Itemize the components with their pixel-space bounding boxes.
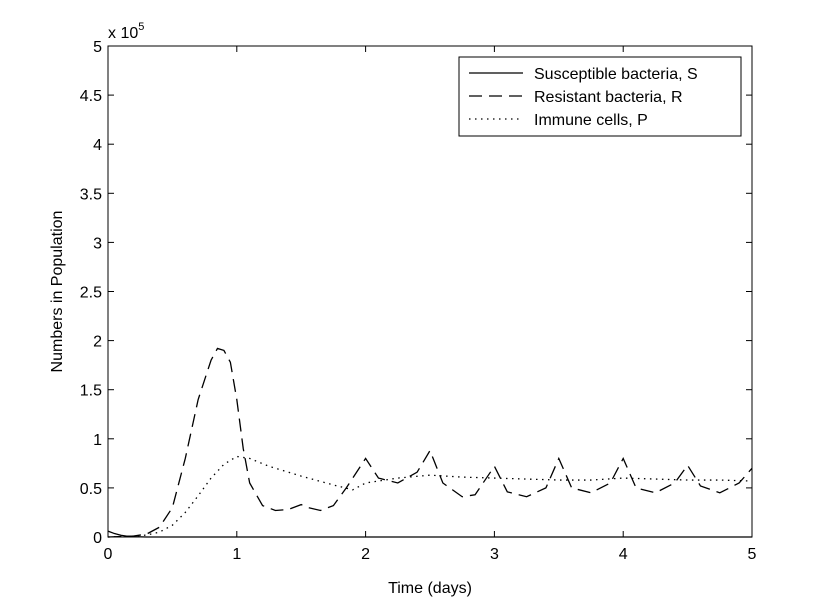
legend-box: [458, 56, 742, 137]
x-tick-label: 1: [232, 546, 241, 563]
x-tick-label: 5: [748, 546, 757, 563]
y-tick-label: 4.5: [80, 88, 102, 105]
legend-label-1: Resistant bacteria, R: [534, 89, 683, 106]
legend: Susceptible bacteria, S Resistant bacteri…: [458, 56, 742, 137]
exponent-base: x 10: [108, 25, 138, 42]
x-tick-label: 0: [104, 546, 113, 563]
x-tick-label: 3: [490, 546, 499, 563]
y-tick-label: 0: [93, 530, 102, 547]
legend-label-2: Immune cells, P: [534, 112, 648, 129]
y-tick-label: 2.5: [80, 285, 102, 302]
y-tick-label: 5: [93, 39, 102, 56]
y-tick-label: 1.5: [80, 383, 102, 400]
x-tick-label: 2: [361, 546, 370, 563]
x-axis-label: Time (days): [388, 580, 472, 597]
y-axis-ticks: 0 0.5 1 1.5 2 2.5 3 3.5 4 4.5 5: [80, 39, 752, 547]
y-tick-label: 4: [93, 137, 102, 154]
y-axis-label: Numbers in Population: [49, 211, 66, 373]
y-tick-label: 0.5: [80, 481, 102, 498]
y-tick-label: 2: [93, 334, 102, 351]
y-tick-label: 3.5: [80, 186, 102, 203]
legend-label-0: Susceptible bacteria, S: [534, 66, 698, 83]
series-line-1: [107, 347, 753, 538]
y-tick-label: 3: [93, 235, 102, 252]
x-axis-ticks: 0 1 2 3 4 5: [104, 46, 757, 563]
x-tick-label: 4: [619, 546, 628, 563]
y-tick-label: 1: [93, 432, 102, 449]
y-axis-exponent: x 105: [108, 21, 144, 42]
exponent-power: 5: [138, 21, 144, 33]
